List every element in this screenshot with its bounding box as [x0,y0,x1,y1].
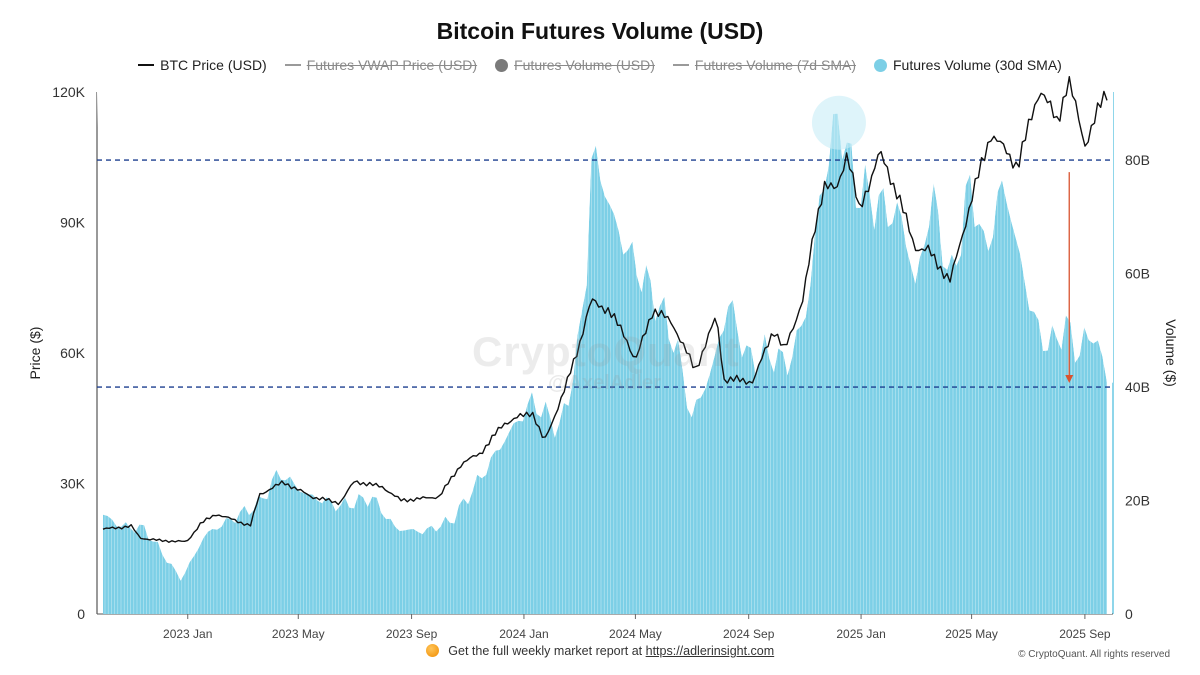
y-left-tick-label: 30K [60,476,86,492]
volume-30d-sma-area [103,113,1107,614]
volume-peak-highlight [811,95,866,150]
y-right-tick-label: 20B [1125,493,1150,509]
y-right-tick-label: 60B [1125,266,1150,282]
legend-line-swatch [284,64,301,66]
legend-dot-swatch [873,58,887,72]
x-tick-label: 2024 Jan [499,627,548,641]
bitcoin-coin-icon [425,644,439,657]
y-left-tick-label: 120K [52,84,85,100]
footer-link[interactable]: https://adlerinsight.com [645,644,775,658]
y-right-tick-label: 80B [1125,152,1150,168]
watermark-handle-text: @AxelAdler [548,372,661,394]
x-tick-label: 2024 May [609,627,662,641]
footer-text: Get the full weekly market report at [448,644,643,658]
footer-note: Get the full weekly market report at htt… [0,644,1200,658]
watermark-logo-text: CryptoQuant [472,328,740,375]
y-left-tick-label: 0 [77,606,85,622]
legend-label: Futures Volume (7d SMA) [694,57,856,73]
x-tick-label: 2023 Sep [386,627,438,641]
legend-item-futures-volume[interactable]: Futures Volume (USD) [495,57,655,73]
y-right-tick-label: 0 [1125,606,1133,622]
x-tick-label: 2025 Jan [836,627,885,641]
legend-item-btc-price[interactable]: BTC Price (USD) [138,57,267,73]
legend-label: BTC Price (USD) [160,57,267,73]
chart-legend: BTC Price (USD) Futures VWAP Price (USD)… [0,57,1200,73]
legend-dot-swatch [495,58,509,72]
y-left-tick-label: 90K [60,215,86,231]
x-tick-label: 2023 May [272,627,325,641]
copyright-text: © CryptoQuant. All rights reserved [1018,649,1170,660]
btc-price-line [102,76,1108,543]
legend-label: Futures VWAP Price (USD) [306,57,478,73]
legend-item-vwap-price[interactable]: Futures VWAP Price (USD) [284,57,478,73]
x-tick-label: 2023 Jan [163,627,212,641]
y-left-axis-title: Price ($) [27,327,43,380]
volume-area-mask-right [1107,92,1112,614]
chart-title: Bitcoin Futures Volume (USD) [436,18,764,44]
legend-item-volume-7d-sma[interactable]: Futures Volume (7d SMA) [672,57,856,73]
legend-line-swatch [672,64,689,66]
x-tick-label: 2025 May [945,627,998,641]
x-tick-label: 2024 Sep [723,627,775,641]
y-right-tick-label: 40B [1125,379,1150,395]
legend-label: Futures Volume (30d SMA) [892,57,1062,73]
legend-label: Futures Volume (USD) [514,57,655,73]
y-left-tick-label: 60K [60,345,86,361]
decline-arrow-head [1065,375,1074,384]
x-tick-label: 2025 Sep [1059,627,1111,641]
y-right-axis-title: Volume ($) [1163,319,1179,387]
volume-area-mask [97,92,1113,581]
legend-item-volume-30d-sma[interactable]: Futures Volume (30d SMA) [873,57,1062,73]
legend-line-swatch [138,64,155,66]
